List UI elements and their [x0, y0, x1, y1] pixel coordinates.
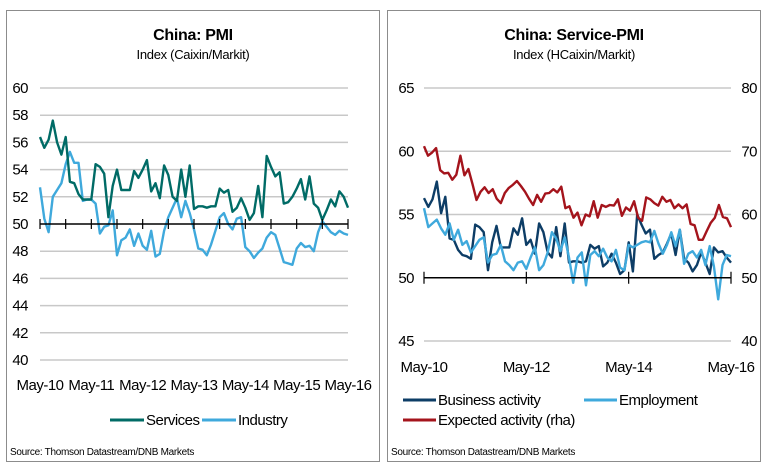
x-tick-label: May-10: [400, 359, 447, 376]
x-tick-label: May-12: [119, 377, 166, 394]
chart-subtitle: Index (HCaixin/Markit): [513, 47, 635, 62]
x-tick-label: May-13: [170, 377, 217, 394]
y-tick-label: 45: [398, 333, 414, 350]
y-tick-label-right: 80: [741, 80, 757, 97]
legend-label: Services: [146, 412, 200, 429]
y-tick-label: 50: [398, 270, 414, 287]
x-tick-label: May-14: [605, 359, 652, 376]
x-tick-label: May-11: [68, 377, 114, 394]
series-line-services: [38, 119, 350, 222]
series-line-employment: [422, 207, 732, 301]
x-tick-label: May-12: [503, 359, 550, 376]
y-tick-label: 42: [12, 325, 28, 342]
y-tick-label: 44: [12, 298, 28, 315]
y-tick-label: 65: [398, 80, 414, 97]
y-tick-label-right: 60: [741, 207, 757, 224]
x-tick-label: May-15: [273, 377, 320, 394]
y-tick-label: 54: [12, 162, 28, 179]
y-tick-label: 60: [398, 143, 414, 160]
legend-label: Employment: [619, 392, 699, 409]
y-tick-label: 52: [12, 189, 28, 206]
y-tick-label-right: 50: [741, 270, 757, 287]
y-tick-label: 55: [398, 207, 414, 224]
x-tick-label: May-16: [324, 377, 371, 394]
x-tick-label: May-10: [16, 377, 63, 394]
chart-source: Source: Thomson Datastream/DNB Markets: [391, 447, 576, 458]
legend-label: Expected activity (rha): [438, 412, 575, 429]
chart-subtitle: Index (Caixin/Markit): [136, 47, 250, 62]
series-line-expected-activity-rha: [422, 145, 733, 242]
y-tick-label-right: 70: [741, 143, 757, 160]
chart-title: China: PMI: [153, 27, 233, 44]
y-tick-label-right: 40: [741, 333, 757, 350]
y-tick-label: 40: [12, 352, 28, 369]
y-tick-label: 56: [12, 134, 28, 151]
y-tick-label: 58: [12, 107, 28, 124]
legend-label: Business activity: [438, 392, 541, 409]
chart-title: China: Service-PMI: [504, 27, 644, 44]
x-tick-label: May-16: [707, 359, 754, 376]
x-tick-label: May-14: [222, 377, 269, 394]
y-tick-label: 60: [12, 80, 28, 97]
y-tick-label: 50: [12, 216, 28, 233]
chart-source: Source: Thomson Datastream/DNB Markets: [10, 447, 195, 458]
y-tick-label: 46: [12, 270, 28, 287]
y-tick-label: 48: [12, 243, 28, 260]
legend-label: Industry: [238, 412, 288, 429]
